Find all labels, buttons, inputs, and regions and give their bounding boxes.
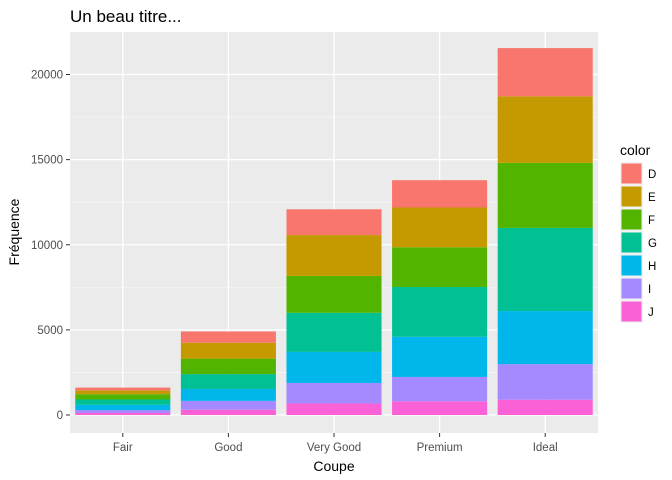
bar-premium-g [392,286,488,337]
bar-good-j [180,409,276,415]
bar-very-good-d [286,209,382,236]
x-axis-ticks: Fair Good Very Good Premium Ideal [113,433,558,454]
bar-good-d [180,331,276,343]
y-axis-title: Fréquence [6,198,22,265]
legend-swatch-f [621,209,642,230]
x-tick-label: Very Good [307,442,361,454]
chart-title: Un beau titre... [70,7,182,26]
bar-ideal-d [497,48,593,97]
legend-label-d: D [648,169,656,181]
y-tick-label: 0 [57,410,63,422]
bar-very-good-g [286,312,382,352]
x-tick-label: Premium [417,442,463,454]
bar-fair-g [75,399,171,405]
y-tick-label: 15000 [31,155,63,167]
bars [75,48,593,415]
legend-swatch-e [621,186,642,207]
x-tick-label: Ideal [533,442,558,454]
legend-label-h: H [648,261,656,273]
bar-ideal-h [497,311,593,365]
bar-premium-d [392,180,488,208]
legend-swatch-h [621,255,642,276]
legend-swatch-j [621,301,642,322]
y-tick-label: 20000 [31,70,63,82]
legend-swatch-d [621,163,642,184]
bar-good-g [180,374,276,389]
y-tick-label: 10000 [31,240,63,252]
bar-very-good-i [286,382,382,404]
y-axis-ticks: 0 5000 10000 15000 20000 [31,70,70,422]
bar-ideal-f [497,162,593,228]
bar-fair-j [75,412,171,415]
legend-label-i: I [648,284,651,296]
legend-label-j: J [648,307,654,319]
legend-title: color [620,142,651,158]
bar-ideal-i [497,364,593,400]
bar-ideal-j [497,399,593,415]
bar-very-good-e [286,235,382,276]
legend-label-f: F [648,215,655,227]
bar-fair-d [75,387,171,391]
x-axis-title: Coupe [313,458,354,474]
legend-label-e: E [648,192,656,204]
bar-good-f [180,358,276,375]
legend-swatch-i [621,278,642,299]
bar-ideal-e [497,96,593,163]
bar-ideal-g [497,227,593,312]
bar-fair-i [75,409,171,413]
bar-fair-e [75,390,171,395]
bar-good-i [180,400,276,410]
x-tick-label: Fair [113,442,133,454]
bar-premium-f [392,247,488,287]
bar-good-e [180,342,276,359]
bar-fair-f [75,394,171,400]
bar-very-good-j [286,403,382,415]
bar-very-good-f [286,275,382,313]
bar-good-h [180,388,276,401]
bar-very-good-h [286,351,382,383]
y-tick-label: 5000 [37,325,63,337]
bar-premium-h [392,336,488,377]
bar-premium-i [392,376,488,402]
bar-premium-j [392,401,488,415]
x-tick-label: Good [214,442,242,454]
bar-fair-h [75,404,171,410]
bar-premium-e [392,207,488,248]
legend-label-g: G [648,238,657,250]
legend-swatch-g [621,232,642,253]
